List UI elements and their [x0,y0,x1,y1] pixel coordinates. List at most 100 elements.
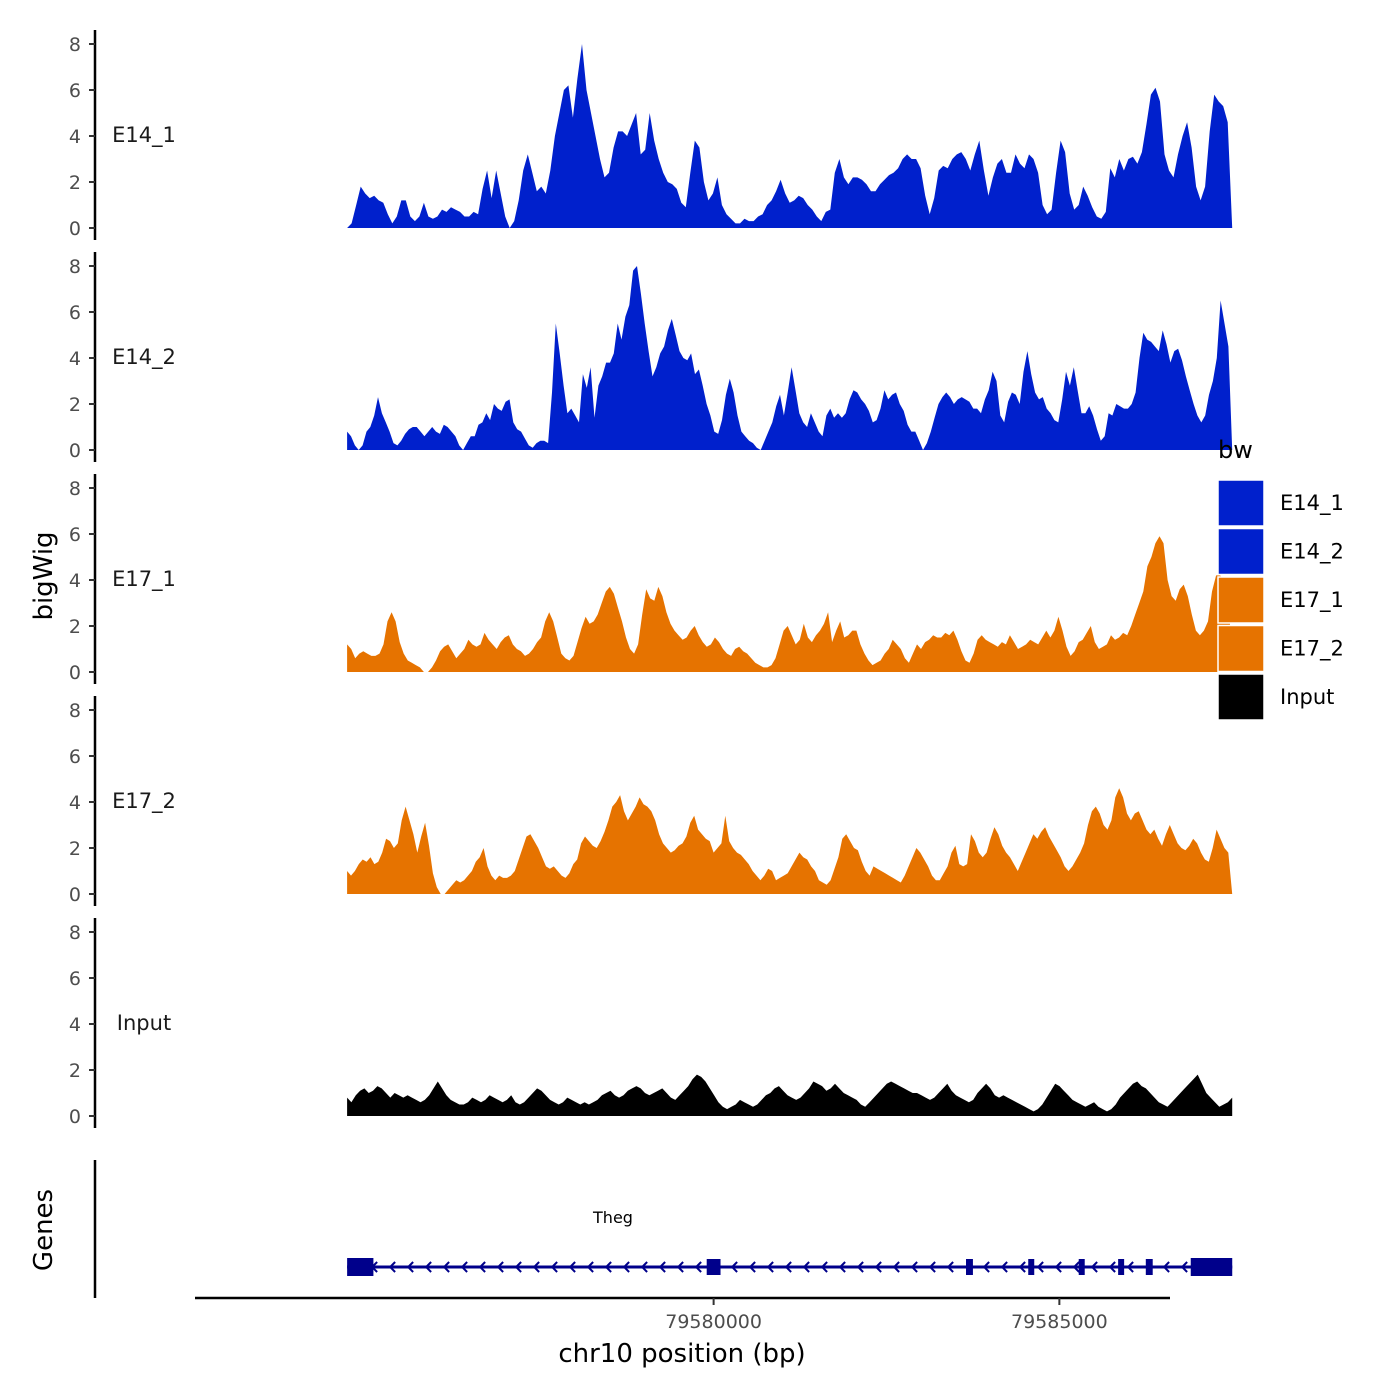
strand-arrow [694,1261,702,1273]
strand-arrow [766,1261,774,1273]
legend-swatch-e14_2 [1217,527,1265,576]
strand-arrow [442,1261,450,1273]
strand-arrow [856,1261,864,1273]
y-tick-label: 8 [69,700,81,722]
y-tick-label: 6 [69,524,81,546]
strand-arrow [586,1261,594,1273]
y-tick-label: 6 [69,80,81,102]
y-tick-label: 8 [69,478,81,500]
strand-arrow [802,1261,810,1273]
y-tick-label: 4 [69,792,81,814]
strand-arrow [946,1261,954,1273]
y-tick-label: 0 [69,440,81,462]
y-tick-label: 2 [69,1060,81,1082]
coverage-area-e14_1 [347,44,1233,228]
strand-arrow [1108,1261,1116,1273]
y-axis-title: bigWig [29,531,59,620]
strand-arrow [1162,1261,1170,1273]
strand-arrow [604,1261,612,1273]
track-e17_2: 0 2 4 6 8 E17_2 [69,696,1233,906]
strand-arrow [838,1261,846,1273]
x-axis: 79580000 79585000 [195,1296,1170,1333]
legend-label-e17_1: E17_1 [1280,588,1344,613]
strand-arrow [784,1261,792,1273]
strand-arrow [496,1261,504,1273]
strand-arrow [910,1261,918,1273]
coverage-area-e14_2 [347,266,1233,450]
strand-arrow [820,1261,828,1273]
track-label: E17_1 [112,567,176,592]
strand-arrow [532,1261,540,1273]
gene-exon [1190,1258,1233,1276]
y-tick-label: 6 [69,302,81,324]
strand-arrow [1072,1261,1080,1273]
y-tick-label: 6 [69,968,81,990]
strand-arrow [676,1261,684,1273]
strand-arrow [478,1261,486,1273]
y-tick-label: 4 [69,1014,81,1036]
track-label: E14_1 [112,123,176,148]
strand-arrow [730,1261,738,1273]
track-label: Input [117,1011,171,1035]
legend-label-e17_2: E17_2 [1280,637,1344,662]
track-e14_2: 0 2 4 6 8 E14_2 [69,252,1233,462]
strand-arrow [1018,1261,1026,1273]
strand-arrow [748,1261,756,1273]
gene-exon [347,1258,374,1276]
gene-exon [706,1259,721,1275]
strand-arrow [874,1261,882,1273]
track-e14_1: 0 2 4 6 8 E14_1 [69,30,1233,240]
y-tick-label: 4 [69,126,81,148]
gene-exon [966,1259,973,1275]
y-tick-label: 4 [69,348,81,370]
strand-arrow [1180,1261,1188,1273]
strand-arrow [658,1261,666,1273]
strand-arrow [892,1261,900,1273]
legend-swatch-e17_1 [1217,576,1265,624]
y-tick-label: 2 [69,394,81,416]
strand-arrow [568,1261,576,1273]
gene-exon [1028,1259,1035,1275]
gene-exon [1145,1259,1153,1275]
y-tick-label: 0 [69,662,81,684]
legend-label-input: Input [1280,685,1334,709]
track-input: 0 2 4 6 8 Input [69,918,1233,1128]
strand-arrow [424,1261,432,1273]
x-tick-label: 79580000 [665,1311,762,1333]
y-tick-label: 0 [69,1106,81,1128]
coverage-area-e17_2 [347,788,1233,894]
legend-label-e14_1: E14_1 [1280,491,1344,516]
gene-exon [1078,1259,1085,1275]
strand-arrow [388,1261,396,1273]
strand-arrow [1036,1261,1044,1273]
track-label: E14_2 [112,345,176,370]
strand-arrow [928,1261,936,1273]
legend-label-e14_2: E14_2 [1280,540,1344,565]
x-tick-label: 79585000 [1011,1311,1108,1333]
strand-arrow [1000,1261,1008,1273]
x-axis-title: chr10 position (bp) [558,1339,805,1369]
strand-arrow [622,1261,630,1273]
legend-title: bw [1218,436,1253,464]
strand-arrow [1126,1261,1134,1273]
coverage-area-input [347,1074,1233,1116]
strand-arrow [406,1261,414,1273]
y-tick-label: 8 [69,922,81,944]
y-tick-label: 0 [69,884,81,906]
strand-arrow [1090,1261,1098,1273]
genes-track: Theg [93,1160,1233,1298]
y-tick-label: 6 [69,746,81,768]
bigwig-tracks: 0 2 4 6 8 E14_1 0 2 4 6 8 E14_2 0 2 4 6 8 E17_1 0 2 4 6 8 E17_2… [69,30,1233,1128]
y-tick-label: 2 [69,172,81,194]
gene-name-label: Theg [592,1208,633,1227]
y-tick-label: 8 [69,256,81,278]
legend-swatch-e14_1 [1217,479,1265,527]
y-tick-label: 0 [69,218,81,240]
y-tick-label: 4 [69,570,81,592]
track-label: E17_2 [112,789,176,814]
y-tick-label: 8 [69,34,81,56]
genes-axis-title: Genes [29,1189,59,1271]
gene-exon [1118,1259,1125,1275]
y-tick-label: 2 [69,616,81,638]
